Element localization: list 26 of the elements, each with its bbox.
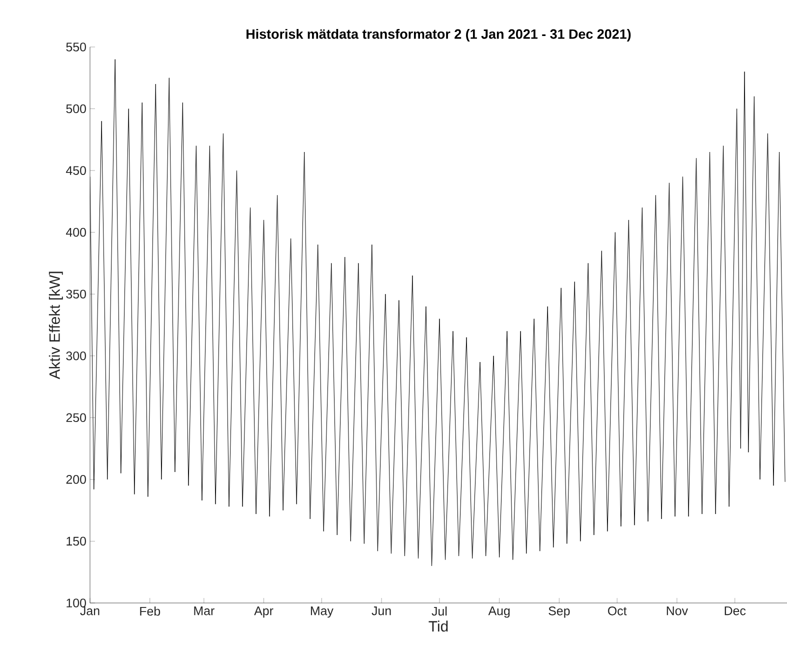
y-tick-label: 350 bbox=[66, 290, 86, 299]
y-tick-label: 300 bbox=[66, 351, 86, 360]
y-tick-label: 250 bbox=[66, 413, 86, 422]
chart-title: Historisk mätdata transformator 2 (1 Jan 2021 - 31 Dec 2021) bbox=[246, 28, 631, 42]
x-tick-label: Sep bbox=[548, 606, 570, 618]
x-tick-label: Oct bbox=[608, 606, 627, 616]
y-tick-label: 400 bbox=[66, 228, 86, 237]
y-tick-label: 450 bbox=[66, 166, 86, 175]
y-tick-label: 100 bbox=[66, 598, 86, 608]
x-tick-label: Apr bbox=[254, 606, 274, 618]
y-tick-label: 550 bbox=[66, 42, 86, 52]
x-tick-label: Feb bbox=[140, 606, 160, 616]
x-tick-label: Nov bbox=[666, 606, 688, 616]
x-tick-label: Jun bbox=[372, 606, 391, 616]
x-tick-label: Jul bbox=[432, 606, 447, 616]
x-axis-title: Tid bbox=[428, 620, 448, 632]
x-tick-label: Jan bbox=[80, 606, 100, 616]
y-tick-label: 200 bbox=[66, 475, 86, 484]
y-tick-label: 500 bbox=[66, 104, 86, 114]
y-tick-label: 150 bbox=[66, 536, 86, 546]
x-tick-label: Mar bbox=[194, 606, 214, 616]
x-tick-label: Aug bbox=[488, 606, 510, 618]
y-axis-title: Aktiv Effekt [kW] bbox=[48, 272, 63, 380]
line-series bbox=[90, 59, 786, 566]
x-tick-label: May bbox=[310, 606, 334, 618]
x-tick-label: Dec bbox=[724, 606, 746, 616]
